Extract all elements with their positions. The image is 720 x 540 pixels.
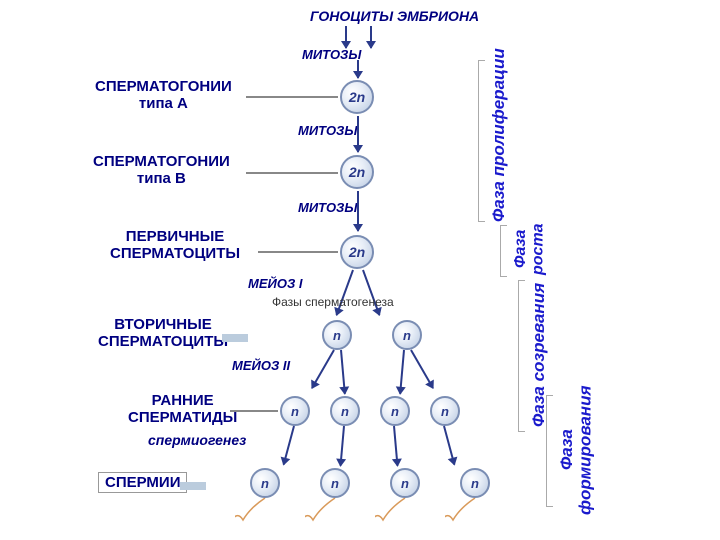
mitosis-label-1: МИТОЗЫ [302, 47, 361, 62]
diagram-canvas: ГОНОЦИТЫ ЭМБРИОНА МИТОЗЫ 2n СПЕРМАТОГОНИ… [0, 0, 720, 540]
label-secondary: ВТОРИЧНЫЕ СПЕРМАТОЦИТЫ [98, 316, 228, 351]
arrow-r1-r2 [357, 116, 359, 152]
label-spermatogonia-a: СПЕРМАТОГОНИИ типа А [95, 78, 232, 113]
cell-spermatid-2: n [330, 396, 360, 426]
cell-sperm-2: n [320, 468, 350, 498]
cell-spermatid-1: n [280, 396, 310, 426]
mitosis-label-2: МИТОЗЫ [298, 123, 357, 138]
cell-sperm-3: n [390, 468, 420, 498]
arrow-to-row1 [357, 60, 359, 78]
arrow-r2-r3 [357, 191, 359, 231]
ploidy-2n-b: 2n [349, 164, 365, 180]
phase-formation: Фаза формирования [558, 370, 595, 530]
bracket-formation [546, 395, 553, 507]
cell-spermatid-3: n [380, 396, 410, 426]
arrow-sp-2 [340, 426, 345, 466]
arrow-m2-2 [340, 350, 346, 394]
ploidy-n-s2: n [403, 328, 411, 343]
connector-secondary [222, 334, 248, 342]
ploidy-2n-p: 2n [349, 244, 365, 260]
bracket-maturation [518, 280, 525, 432]
overlay-caption: Фазы сперматогенеза [272, 295, 394, 309]
cell-secondary-1: n [322, 320, 352, 350]
cell-spermatogonia-a: 2n [340, 80, 374, 114]
cell-spermatid-4: n [430, 396, 460, 426]
cell-primary-spermatocyte: 2n [340, 235, 374, 269]
cell-secondary-2: n [392, 320, 422, 350]
connector-spermii [180, 482, 206, 490]
arrow-sp-1 [283, 426, 295, 465]
connector-a [246, 96, 338, 98]
arrow-m2-4 [410, 350, 434, 389]
phase-proliferation: Фаза пролиферации [490, 40, 509, 230]
arrow-sp-4 [443, 426, 455, 465]
ploidy-2n: 2n [349, 89, 365, 105]
mitosis-label-3: МИТОЗЫ [298, 200, 357, 215]
arrow-m2-1 [311, 350, 335, 389]
label-spermii-wrap: СПЕРМИИ [98, 472, 187, 493]
arrow-m2-3 [399, 350, 405, 394]
connector-b [246, 172, 338, 174]
meiosis2-label: МЕЙОЗ II [232, 358, 290, 373]
connector-primary [258, 251, 338, 253]
label-primary: ПЕРВИЧНЫЕ СПЕРМАТОЦИТЫ [110, 228, 240, 263]
spermiogenesis-label: спермиогенез [148, 432, 246, 448]
bracket-proliferation [478, 60, 485, 222]
bracket-growth [500, 225, 507, 277]
connector-spermatids [230, 410, 278, 412]
label-early-spermatids: РАННИЕ СПЕРМАТИДЫ [128, 392, 237, 427]
arrow-gonocyte-1 [345, 26, 347, 48]
arrow-gonocyte-2 [370, 26, 372, 48]
cell-spermatogonia-b: 2n [340, 155, 374, 189]
arrow-sp-3 [393, 426, 398, 466]
cell-sperm-4: n [460, 468, 490, 498]
ploidy-n-s1: n [333, 328, 341, 343]
label-spermii: СПЕРМИИ [98, 472, 187, 493]
cell-sperm-1: n [250, 468, 280, 498]
meiosis1-label: МЕЙОЗ I [248, 276, 303, 291]
gonocytes-label: ГОНОЦИТЫ ЭМБРИОНА [310, 8, 479, 24]
label-spermatogonia-b: СПЕРМАТОГОНИИ типа В [93, 153, 230, 188]
